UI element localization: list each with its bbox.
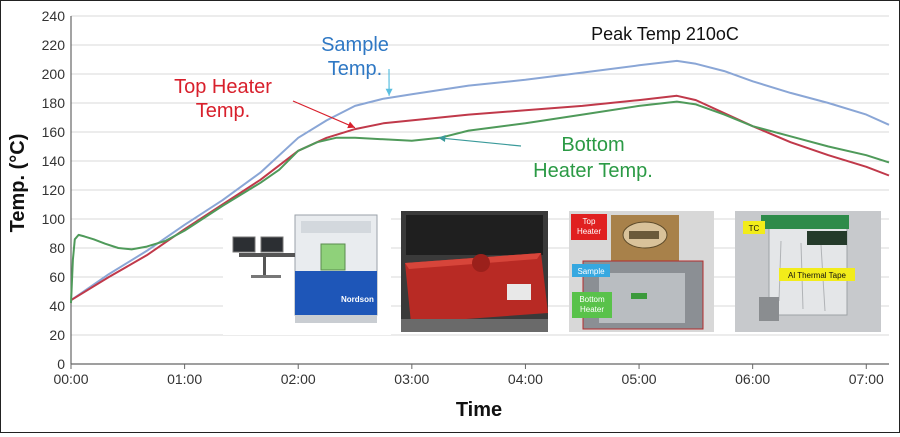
tc-tag: TC <box>743 221 765 234</box>
inset-photos: Nordson <box>223 209 881 335</box>
x-tick-label: 07:00 <box>849 371 884 387</box>
sample-tag-text: Sample <box>577 267 605 276</box>
red-heater-plate-photo <box>401 211 548 332</box>
y-tick-label: 160 <box>42 124 66 140</box>
y-tick-label: 40 <box>49 298 65 314</box>
sample-label-arrow-head <box>386 89 393 96</box>
sample-label-line: Sample <box>321 34 389 56</box>
y-tick-label: 180 <box>42 95 66 111</box>
y-axis-title: Temp. (°C) <box>7 134 29 233</box>
y-tick-label: 100 <box>42 211 66 227</box>
y-tick-label: 0 <box>57 356 65 372</box>
top-heater-label-line: Temp. <box>196 100 250 122</box>
x-tick-label: 04:00 <box>508 371 543 387</box>
peak-label-line: Peak Temp 210oC <box>591 24 739 44</box>
peak-label: Peak Temp 210oC <box>591 24 739 44</box>
y-tick-label: 240 <box>42 8 66 24</box>
x-tick-label: 02:00 <box>281 371 316 387</box>
y-tick-label: 200 <box>42 66 66 82</box>
bottom-heater-label-arrow-line <box>438 138 521 146</box>
x-tick-label: 06:00 <box>735 371 770 387</box>
x-tick-label: 00:00 <box>53 371 88 387</box>
y-tick-label: 220 <box>42 37 66 53</box>
tc-tag-text: TC <box>749 224 760 233</box>
bottom-heater-label: Bottom Heater Temp. <box>533 134 653 182</box>
top-heater-label-line: Top Heater <box>174 76 272 98</box>
y-tick-label: 120 <box>42 182 66 198</box>
al-thermal-tape-tag: Al Thermal Tape <box>779 268 855 281</box>
x-tick-label: 05:00 <box>622 371 657 387</box>
y-tick-label: 80 <box>49 240 65 256</box>
machine-brand-text: Nordson <box>341 295 374 304</box>
y-tick-label: 20 <box>49 327 65 343</box>
x-tick-label: 01:00 <box>167 371 202 387</box>
thermal-tape-photo: TC Al Thermal Tape <box>735 211 881 332</box>
y-tick-label: 60 <box>49 269 65 285</box>
bottom-heater-label-line: Heater Temp. <box>533 160 653 182</box>
y-tick-label: 140 <box>42 153 66 169</box>
top-heater-label-arrow-line <box>293 101 355 128</box>
bottom-heater-label-arrow-head <box>438 135 445 142</box>
bottom-heater-label-line: Bottom <box>561 134 624 156</box>
xray-machine-photo: Nordson <box>223 209 391 335</box>
sample-label-line: Temp. <box>328 58 382 80</box>
al-thermal-tape-tag-text: Al Thermal Tape <box>788 271 847 280</box>
x-axis-title: Time <box>456 399 502 421</box>
sample-tag: Sample <box>572 264 610 277</box>
x-tick-label: 03:00 <box>394 371 429 387</box>
